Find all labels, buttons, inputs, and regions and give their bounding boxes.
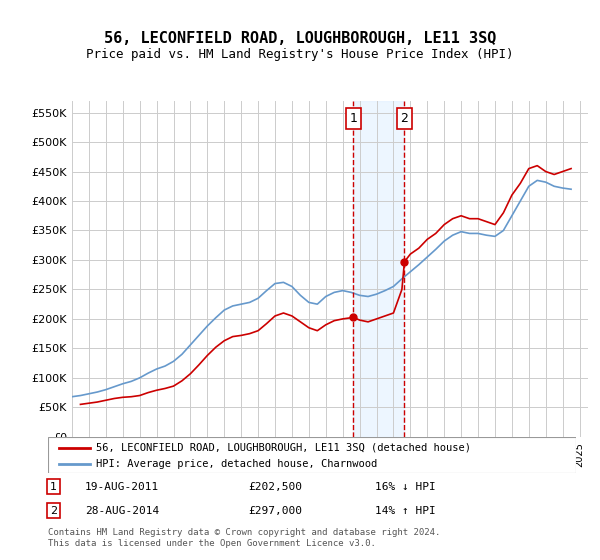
Text: 16% ↓ HPI: 16% ↓ HPI — [376, 482, 436, 492]
Text: £202,500: £202,500 — [248, 482, 302, 492]
Text: 1: 1 — [50, 482, 57, 492]
Text: Contains HM Land Registry data © Crown copyright and database right 2024.
This d: Contains HM Land Registry data © Crown c… — [48, 528, 440, 548]
Text: 19-AUG-2011: 19-AUG-2011 — [85, 482, 159, 492]
Text: 2: 2 — [401, 112, 409, 125]
Text: HPI: Average price, detached house, Charnwood: HPI: Average price, detached house, Char… — [95, 459, 377, 469]
Text: Price paid vs. HM Land Registry's House Price Index (HPI): Price paid vs. HM Land Registry's House … — [86, 48, 514, 60]
Text: 56, LECONFIELD ROAD, LOUGHBOROUGH, LE11 3SQ (detached house): 56, LECONFIELD ROAD, LOUGHBOROUGH, LE11 … — [95, 443, 470, 452]
Text: 56, LECONFIELD ROAD, LOUGHBOROUGH, LE11 3SQ: 56, LECONFIELD ROAD, LOUGHBOROUGH, LE11 … — [104, 31, 496, 46]
Text: 1: 1 — [349, 112, 357, 125]
Text: 28-AUG-2014: 28-AUG-2014 — [85, 506, 159, 516]
Bar — [353, 101, 404, 437]
Text: 2: 2 — [50, 506, 57, 516]
FancyBboxPatch shape — [48, 437, 576, 473]
Text: £297,000: £297,000 — [248, 506, 302, 516]
Text: 14% ↑ HPI: 14% ↑ HPI — [376, 506, 436, 516]
